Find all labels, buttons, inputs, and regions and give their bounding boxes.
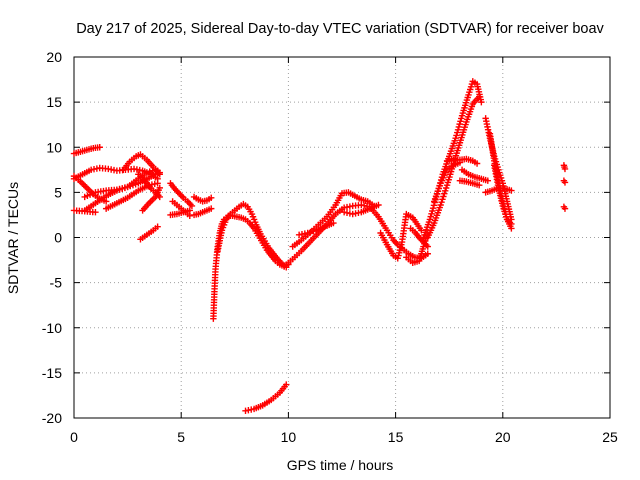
y-tick-label: -5	[50, 275, 63, 291]
data-point	[440, 193, 447, 200]
data-series-arc-24	[377, 210, 425, 262]
data-series-arc-39	[560, 203, 569, 212]
data-point	[208, 205, 215, 212]
x-tick-label: 10	[281, 429, 297, 445]
data-point	[508, 220, 515, 228]
data-point	[188, 202, 196, 210]
data-series-arc-37	[560, 162, 569, 173]
data-point	[561, 179, 569, 186]
data-series-arc-26	[407, 225, 431, 250]
data-series-arc-21	[289, 189, 378, 250]
y-tick-label: 5	[54, 184, 62, 200]
data-point	[438, 198, 445, 206]
data-point	[186, 207, 193, 214]
data-series-arc-31	[456, 177, 483, 189]
y-tick-label: -15	[42, 365, 62, 381]
data-point	[476, 181, 483, 189]
data-point	[96, 144, 103, 151]
data-series-arc-08	[120, 151, 163, 176]
data-series-arc-01	[70, 144, 103, 157]
data-series-arc-07	[102, 180, 161, 212]
data-point	[208, 194, 215, 201]
data-point	[154, 223, 161, 230]
data-point	[156, 169, 163, 176]
data-series-arc-12	[167, 180, 196, 210]
data-point	[439, 196, 446, 203]
data-point	[441, 190, 448, 197]
data-point	[283, 381, 290, 388]
x-tick-label: 0	[70, 429, 78, 445]
x-tick-label: 20	[495, 429, 511, 445]
data-series-arc-11	[137, 223, 161, 243]
data-point	[476, 93, 483, 100]
data-point	[92, 209, 99, 216]
data-point	[146, 168, 153, 175]
y-tick-label: -20	[42, 410, 62, 426]
data-series-arc-19	[242, 381, 290, 414]
y-tick-label: 15	[46, 94, 62, 110]
data-point	[478, 98, 485, 106]
data-point	[508, 187, 515, 194]
data-point	[156, 184, 163, 192]
data-series-arc-30	[443, 155, 481, 167]
data-points	[70, 78, 569, 414]
data-series-arc-13	[167, 207, 193, 219]
data-point	[310, 227, 317, 235]
data-point	[473, 160, 481, 167]
data-point	[330, 219, 337, 227]
y-tick-label: 10	[46, 139, 62, 155]
data-point	[424, 250, 431, 257]
data-series-arc-32	[458, 166, 491, 184]
axis-ticks: 0 5 10 15 20 25 -20 -15 -10 -5 0 5 10 15 20	[42, 49, 618, 445]
data-point	[375, 201, 382, 209]
data-series-arc-10	[139, 184, 163, 214]
data-series-arc-14	[169, 198, 193, 220]
data-point	[304, 229, 311, 237]
data-point	[561, 165, 569, 173]
data-series-arc-36	[482, 184, 515, 196]
y-axis-label: SDTVAR / TECUs	[5, 182, 21, 294]
x-tick-label: 5	[177, 429, 185, 445]
data-point	[102, 198, 110, 205]
x-axis-label: GPS time / hours	[287, 457, 394, 473]
data-point	[154, 180, 161, 187]
data-point	[442, 184, 450, 192]
data-series-arc-23	[340, 201, 382, 218]
data-series-arc-15	[190, 193, 215, 205]
chart-title: Day 217 of 2025, Sidereal Day-to-day VTE…	[76, 21, 604, 37]
y-tick-label: 20	[46, 49, 62, 65]
data-series-arc-16	[190, 205, 215, 219]
data-point	[186, 212, 193, 220]
data-point	[437, 201, 444, 209]
data-point	[307, 228, 314, 236]
data-point	[484, 177, 491, 184]
data-point	[143, 169, 151, 176]
data-series-arc-38	[560, 177, 569, 186]
data-point	[442, 187, 449, 195]
y-tick-label: -10	[42, 320, 62, 336]
y-tick-label: 0	[54, 230, 62, 246]
x-tick-label: 25	[602, 429, 618, 445]
data-point	[561, 205, 569, 212]
data-series-arc-22	[295, 219, 337, 238]
x-tick-label: 15	[388, 429, 404, 445]
data-point	[424, 243, 431, 250]
